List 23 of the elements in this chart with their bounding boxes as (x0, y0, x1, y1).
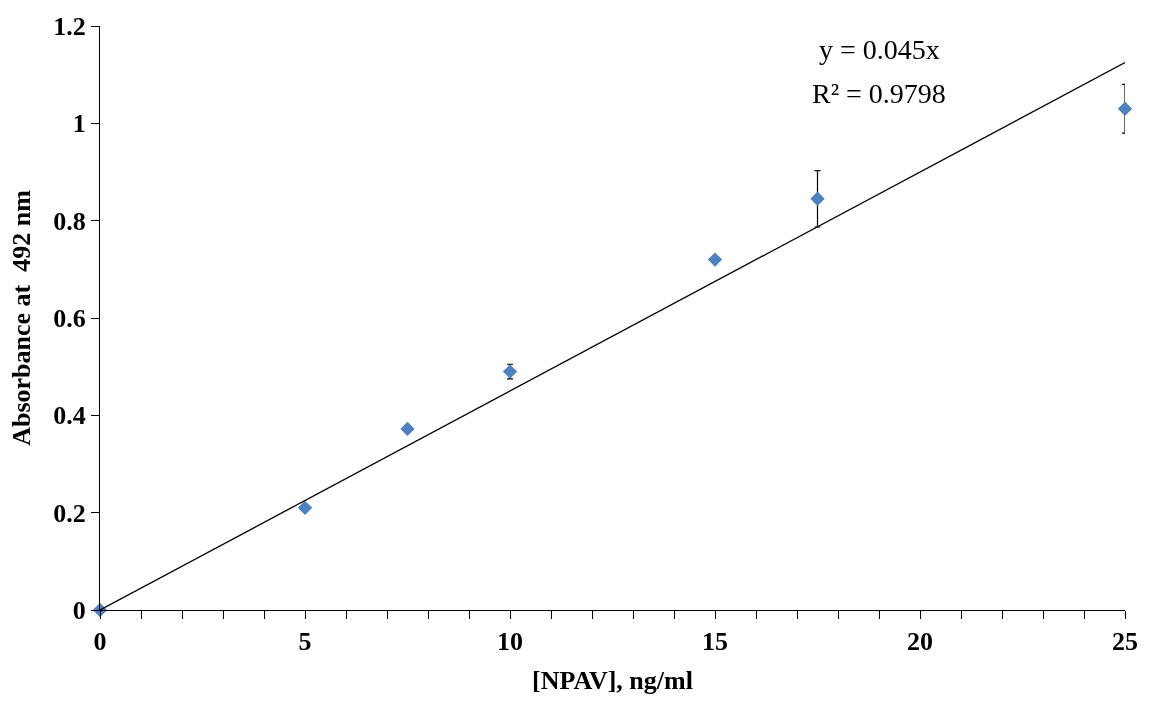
x-tick-label: 15 (702, 627, 728, 657)
y-tick-label: 0.6 (53, 304, 86, 334)
x-axis-title: [NPAV], ng/ml (532, 666, 693, 696)
point (1117, 101, 1133, 116)
x-tick-label: 0 (93, 627, 107, 657)
y-tick-label: 0.4 (53, 401, 86, 431)
x-tick-label: 20 (907, 627, 933, 657)
x-tick-label: 5 (298, 627, 312, 657)
y-tick-label: 1 (72, 109, 86, 139)
y-tick-label: 1.2 (53, 12, 86, 42)
point (297, 500, 313, 515)
x-tick-label: 25 (1112, 627, 1138, 657)
y-axis-title: Absorbance at 492 nm (6, 189, 36, 446)
annotation: R² = 0.9798 (812, 78, 946, 109)
annotation: y = 0.045x (819, 34, 940, 65)
point (810, 191, 825, 206)
point (707, 252, 723, 267)
point (502, 364, 518, 379)
point (400, 421, 415, 437)
x-tick-label: 10 (497, 627, 523, 657)
y-tick-label: 0.2 (53, 498, 86, 528)
y-tick-label: 0.8 (53, 206, 86, 236)
y-tick-label: 0 (72, 596, 86, 626)
